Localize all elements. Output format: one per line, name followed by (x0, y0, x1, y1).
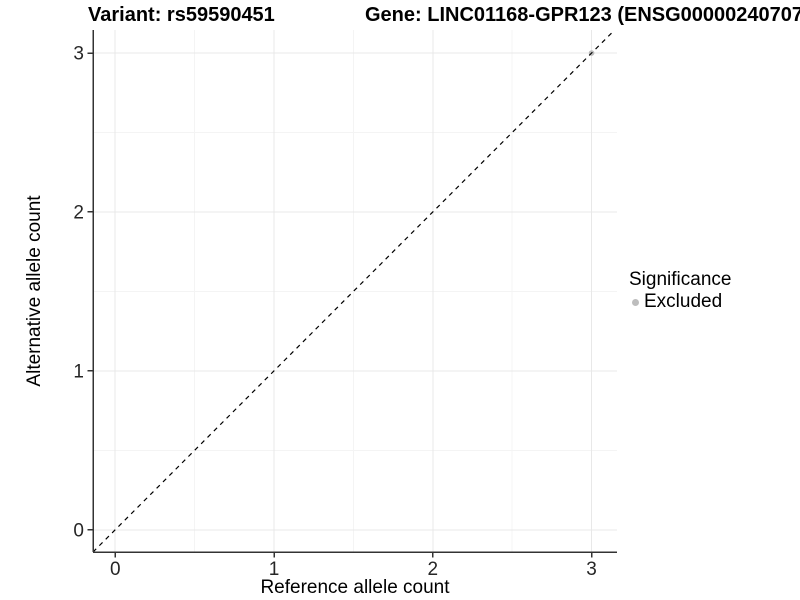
y-tick-label: 2 (73, 202, 84, 223)
legend-item-label: Excluded (644, 291, 723, 312)
y-axis-title: Alternative allele count (24, 195, 45, 387)
legend-title: Significance (629, 269, 732, 290)
identity-line (93, 30, 616, 552)
x-tick-label: 2 (428, 559, 439, 580)
y-tick-label: 0 (73, 520, 84, 541)
x-tick-label: 0 (110, 559, 121, 580)
x-tick-label: 3 (586, 559, 597, 580)
y-tick-label: 3 (73, 44, 84, 65)
plot-title-gene: Gene: LINC01168-GPR123 (ENSG00000240707 (365, 4, 800, 26)
y-tick-label: 1 (73, 361, 84, 382)
legend-key-dot-icon (632, 298, 639, 306)
x-axis-title: Reference allele count (260, 577, 450, 598)
x-tick-label: 1 (269, 559, 280, 580)
legend: Significance Excluded (629, 269, 731, 313)
plot-title-variant: Variant: rs59590451 (88, 4, 275, 26)
legend-item-excluded: Excluded (629, 291, 731, 313)
